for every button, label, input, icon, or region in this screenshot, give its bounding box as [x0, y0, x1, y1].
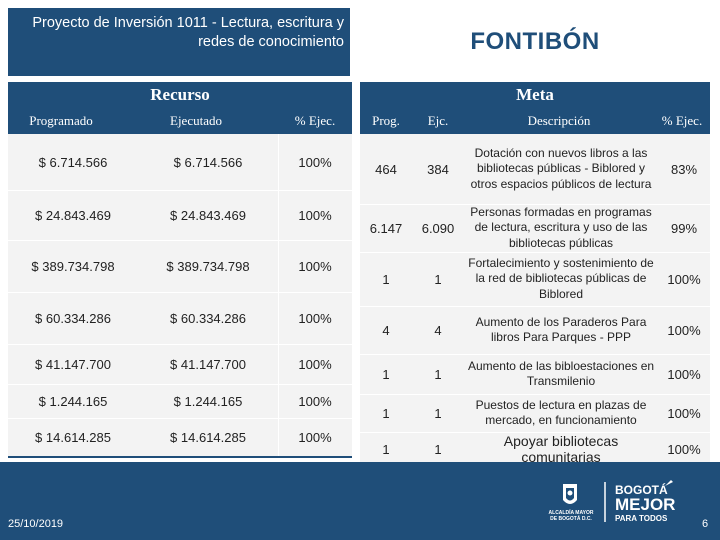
goal-prog-cell: 1	[382, 441, 390, 457]
goal-pct-cell: 99%	[670, 220, 698, 236]
goal-prog-cell: 4	[382, 322, 390, 338]
goal-description-cell: Personas formadas en programas de lectur…	[470, 204, 652, 250]
logo-right-line3: PARA TODOS	[615, 514, 668, 523]
goal-ejc-cell: 6.090	[421, 220, 455, 236]
programmed-cell: $ 24.843.469	[35, 207, 111, 223]
goal-table	[360, 134, 710, 466]
col-description: Descripción	[464, 108, 654, 134]
logo-right-line2: MEJOR	[615, 495, 676, 514]
pct-cell: 100%	[298, 154, 332, 170]
executed-cell: $ 14.614.285	[170, 429, 246, 445]
goal-prog-cell: 464	[375, 161, 397, 177]
bogota-logo: ALCALDÍA MAYOR DE BOGOTÁ D.C. BOGOTÁ MEJ…	[545, 478, 690, 528]
pct-cell: 100%	[298, 310, 332, 326]
goal-ejc-cell: 1	[434, 271, 442, 287]
programmed-cell: $ 14.614.285	[35, 429, 111, 445]
goal-prog-cell: 1	[382, 366, 390, 382]
footer-date: 25/10/2019	[8, 518, 64, 530]
col-ejc: Ejc.	[412, 108, 464, 134]
programmed-cell: $ 41.147.700	[35, 356, 111, 372]
goal-pct-cell: 100%	[667, 322, 701, 338]
goal-ejc-cell: 1	[434, 441, 442, 457]
col-programmed: Programado	[8, 108, 114, 134]
pct-cell: 100%	[298, 258, 332, 274]
goal-description-cell: Apoyar bibliotecas comunitarias	[503, 433, 619, 465]
programmed-cell: $ 6.714.566	[38, 154, 108, 170]
executed-cell: $ 389.734.798	[166, 258, 250, 274]
goal-pct-cell: 100%	[667, 366, 701, 382]
logo-left-text: ALCALDÍA MAYOR DE BOGOTÁ D.C.	[548, 510, 594, 522]
goal-prog-cell: 1	[382, 405, 390, 421]
goal-description-cell: Dotación con nuevos libros a las bibliot…	[470, 145, 652, 191]
logo-right-line1: BOGOTÁ	[615, 483, 668, 497]
project-title-box: Proyecto de Inversión 1011 - Lectura, es…	[8, 8, 350, 76]
col-prog: Prog.	[360, 108, 412, 134]
district-title: FONTIBÓN	[470, 28, 600, 55]
goal-ejc-cell: 1	[434, 405, 442, 421]
resource-table	[8, 134, 352, 456]
goal-pct-cell: 100%	[667, 405, 701, 421]
bogota-emblem-icon	[563, 480, 673, 522]
pct-cell: 100%	[298, 429, 332, 445]
pct-cell: 100%	[298, 356, 332, 372]
goal-prog-cell: 6.147	[369, 220, 403, 236]
footer-bar	[0, 462, 720, 540]
page-number: 6	[702, 518, 709, 530]
goal-ejc-cell: 384	[427, 161, 449, 177]
executed-cell: $ 24.843.469	[170, 207, 246, 223]
resource-section-header: Recurso	[8, 82, 352, 108]
col-pct-exec: % Ejec.	[278, 108, 352, 134]
goal-prog-cell: 1	[382, 271, 390, 287]
executed-cell: $ 6.714.566	[173, 154, 243, 170]
executed-cell: $ 1.244.165	[173, 393, 243, 409]
programmed-cell: $ 60.334.286	[35, 310, 111, 326]
goal-description-cell: Puestos de lectura en plazas de mercado,…	[475, 397, 647, 428]
executed-cell: $ 41.147.700	[170, 356, 246, 372]
pct-cell: 100%	[298, 207, 332, 223]
goal-pct-cell: 83%	[670, 161, 698, 177]
goal-ejc-cell: 1	[434, 366, 442, 382]
programmed-cell: $ 1.244.165	[38, 393, 108, 409]
goal-ejc-cell: 4	[434, 322, 442, 338]
goal-section-header: Meta	[360, 82, 710, 108]
col-pct-exec-goal: % Ejec.	[654, 108, 710, 134]
programmed-cell: $ 389.734.798	[31, 258, 115, 274]
goal-description-cell: Fortalecimiento y sostenimiento de la re…	[468, 255, 654, 301]
pct-cell: 100%	[298, 393, 332, 409]
col-executed: Ejecutado	[114, 108, 278, 134]
project-title: Proyecto de Inversión 1011 - Lectura, es…	[32, 15, 344, 50]
executed-cell: $ 60.334.286	[170, 310, 246, 326]
goal-description-cell: Aumento de los Paraderos Para libros Par…	[475, 314, 647, 345]
goal-pct-cell: 100%	[667, 441, 701, 457]
goal-description-cell: Aumento de las bibloestaciones en Transm…	[467, 358, 655, 389]
goal-pct-cell: 100%	[667, 271, 701, 287]
